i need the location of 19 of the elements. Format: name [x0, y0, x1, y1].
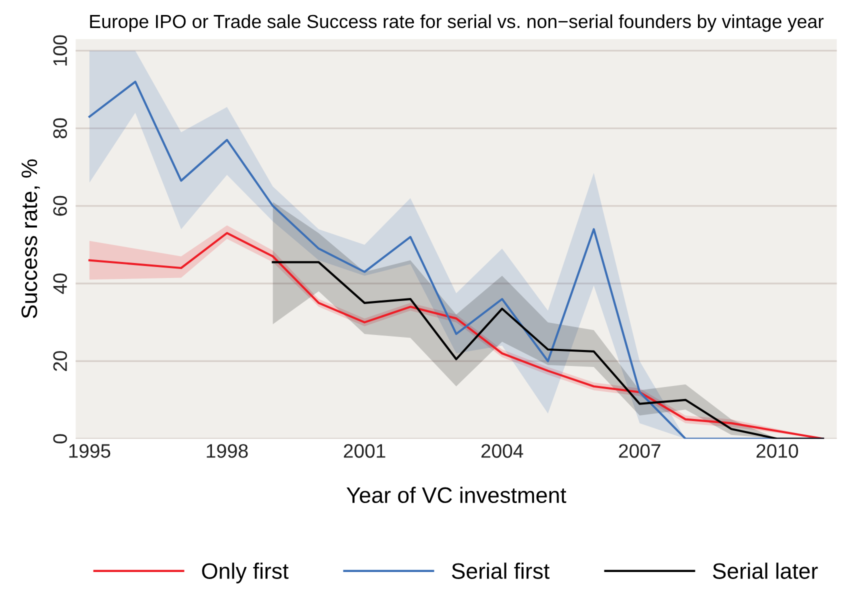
line-series	[272, 261, 824, 439]
x-axis-title: Year of VC investment	[346, 486, 566, 504]
x-tick-label: 2001	[344, 444, 386, 458]
y-tick-label: 100	[53, 35, 67, 66]
chart-title: Europe IPO or Trade sale Success rate for serial vs. non−serial founders by vintage year	[90, 14, 824, 32]
y-tick-label: 40	[53, 273, 67, 294]
y-tick-label: 20	[53, 351, 67, 371]
x-tick-label: 2004	[481, 444, 524, 458]
y-tick-label: 0	[53, 434, 67, 444]
x-tick-label: 2007	[618, 444, 660, 458]
legend-label: Serial later	[712, 562, 818, 579]
y-axis-title: Success rate, %	[21, 159, 40, 318]
y-tick-label: 60	[53, 196, 67, 216]
x-tick-label: 2010	[756, 444, 798, 458]
x-tick-label: 1995	[69, 444, 110, 458]
y-tick-label: 80	[53, 118, 67, 138]
legend-label: Only first	[202, 562, 289, 584]
legend-label: Serial first	[452, 562, 550, 579]
x-tick-label: 1998	[206, 444, 248, 458]
